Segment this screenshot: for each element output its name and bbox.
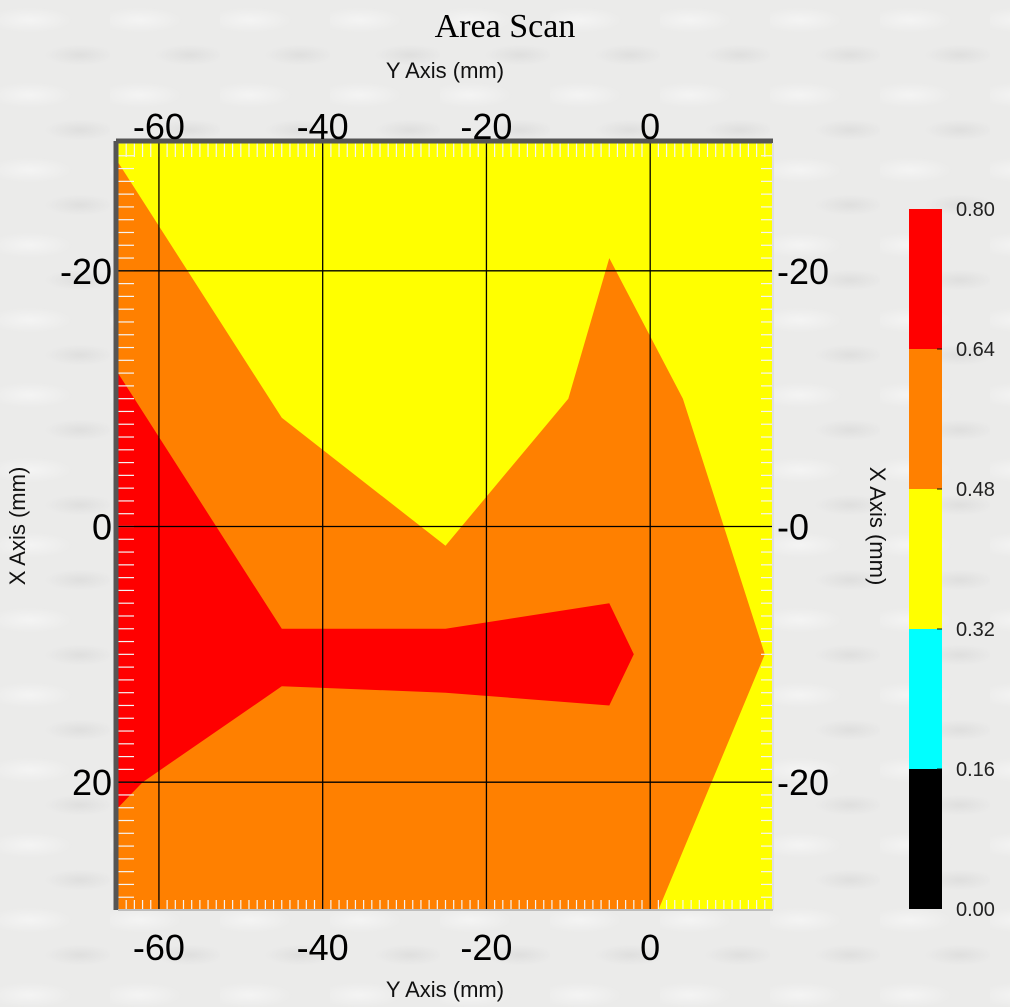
left-y-tick-label: -20 xyxy=(60,251,112,292)
colorbar-segment xyxy=(909,489,942,629)
colorbar-segment xyxy=(909,629,942,769)
region-0.64-0.80 xyxy=(118,162,765,910)
colorbar-label: 0.32 xyxy=(956,619,995,641)
tick-labels: -60 -60 -40 -40 -20 -20 0 0 -20 -20 0 -0 20 -20 xyxy=(60,106,829,968)
colorbar-label: 0.64 xyxy=(956,339,995,361)
colorbar-label: 0.16 xyxy=(956,759,995,781)
bottom-axis-title: Y Axis (mm) xyxy=(385,977,505,1002)
top-x-tick-label: -60 xyxy=(133,106,185,147)
top-x-tick-label: 0 xyxy=(640,106,660,147)
left-y-tick-label: 0 xyxy=(92,507,112,548)
region->0.80 xyxy=(118,373,634,808)
top-axis-title: Y Axis (mm) xyxy=(385,58,505,83)
grid-lines xyxy=(118,143,773,910)
right-y-tick-label: -0 xyxy=(777,507,809,548)
colorbar-label: 0.00 xyxy=(956,899,995,921)
right-y-tick-label: -20 xyxy=(777,251,829,292)
top-x-tick-label: -20 xyxy=(460,106,512,147)
bottom-x-tick-label: -60 xyxy=(133,927,185,968)
bottom-x-tick-label: -20 xyxy=(460,927,512,968)
left-y-tick-label: 20 xyxy=(72,762,112,803)
plot-frame xyxy=(113,138,774,911)
colorbar-label: 0.48 xyxy=(956,479,995,501)
right-y-tick-label: -20 xyxy=(777,762,829,803)
bottom-x-tick-label: 0 xyxy=(640,927,660,968)
colorbar-segment xyxy=(909,349,942,489)
colorbar-segment xyxy=(909,769,942,909)
colorbar-label: 0.80 xyxy=(956,199,995,221)
top-x-tick-label: -40 xyxy=(297,106,349,147)
chart-title: Area Scan xyxy=(434,8,576,45)
bottom-x-tick-label: -40 xyxy=(297,927,349,968)
colorbar: 0.00 0.16 0.32 0.48 0.64 0.80 xyxy=(909,199,995,921)
colorbar-segment xyxy=(909,209,942,349)
